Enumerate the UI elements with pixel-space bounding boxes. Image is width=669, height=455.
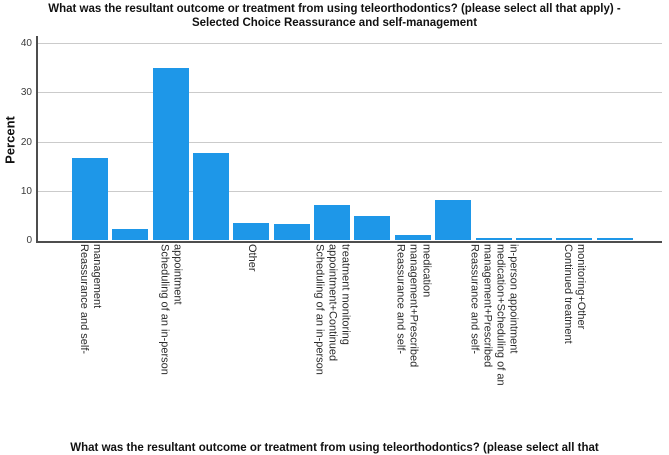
gridline-20 — [36, 141, 662, 143]
x-tick-label-3: Scheduling of an in-person appointment — [158, 244, 184, 375]
bar-9 — [394, 234, 431, 241]
y-axis-line — [36, 36, 38, 242]
x-tick-label-11: Reassurance and self-management+Prescrib… — [468, 244, 520, 386]
y-tick-label-20: 20 — [20, 136, 32, 148]
y-tick-label-0: 0 — [26, 235, 32, 246]
x-tick-label-1: Reassurance and self-management — [78, 244, 103, 355]
bar-13 — [556, 237, 593, 241]
gridline-40 — [36, 43, 662, 45]
bar-5 — [233, 222, 270, 241]
bar-4 — [193, 153, 230, 241]
x-tick-label-7: Scheduling of an in-person appointment+Co… — [313, 244, 352, 375]
y-tick-label-40: 40 — [20, 38, 32, 50]
chart-title-line2: Selected Choice Reassurance and self-man… — [191, 17, 478, 29]
bar-14 — [596, 237, 633, 241]
gridline-10 — [36, 190, 662, 192]
bar-12 — [515, 237, 552, 241]
chart-title: What was the resultant outcome or treatm… — [0, 2, 669, 30]
y-tick-label-10: 10 — [20, 185, 32, 197]
y-tick-label-30: 30 — [20, 87, 32, 99]
bar-2 — [112, 228, 149, 241]
gridline-30 — [36, 92, 662, 94]
x-tick-label-9: Reassurance and self-management+Prescrib… — [394, 244, 433, 368]
bar-11 — [475, 237, 512, 241]
x-axis-title: What was the resultant outcome or treatm… — [70, 442, 599, 454]
bar-8 — [354, 216, 391, 241]
bar-3 — [152, 68, 189, 241]
chart-title-line1: What was the resultant outcome or treatm… — [48, 3, 621, 15]
x-tick-label-5: Other — [245, 244, 258, 272]
x-axis-line — [36, 240, 662, 243]
bar-1 — [72, 158, 108, 241]
x-tick-label-13: Continued treatment monitoring+Other — [562, 244, 588, 344]
bar-10 — [435, 199, 472, 241]
bar-7 — [314, 204, 351, 241]
bar-6 — [273, 224, 310, 241]
